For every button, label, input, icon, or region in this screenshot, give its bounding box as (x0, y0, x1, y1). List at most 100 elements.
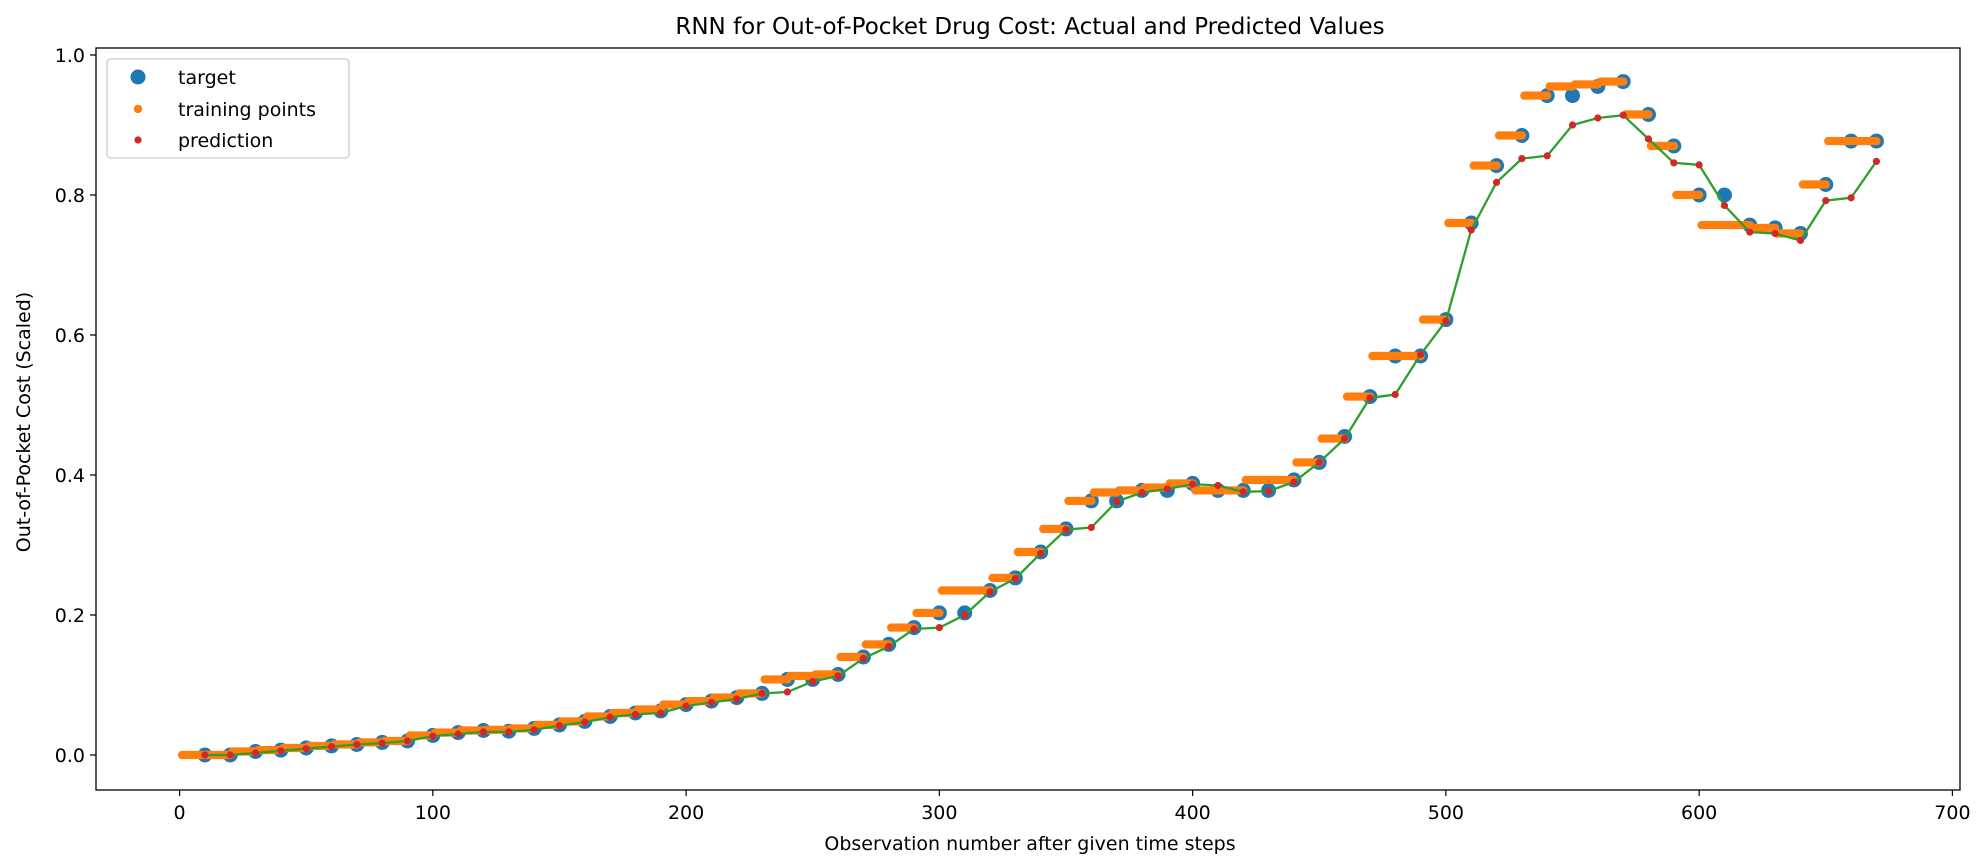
prediction-point (479, 728, 488, 736)
prediction-point (454, 730, 462, 738)
prediction-point (201, 751, 209, 759)
prediction-point (1315, 458, 1323, 466)
x-tick-label: 200 (668, 802, 704, 824)
x-tick-label: 100 (415, 802, 451, 824)
x-tick-label: 600 (1681, 802, 1717, 824)
training-point (935, 608, 944, 618)
prediction-point (1492, 178, 1501, 186)
prediction-point (302, 745, 310, 753)
y-axis-label: Out-of-Pocket Cost (Scaled) (13, 292, 35, 552)
prediction-point (1644, 135, 1653, 143)
prediction-point (859, 654, 867, 663)
prediction-point (1239, 488, 1247, 496)
prediction-point (631, 710, 640, 719)
y-tick-label: 0.4 (55, 465, 85, 487)
prediction-point (1214, 481, 1222, 490)
prediction-point (1771, 229, 1779, 238)
prediction-point (1037, 549, 1045, 558)
prediction-point (378, 739, 386, 747)
prediction-point (1011, 575, 1019, 583)
x-tick-label: 0 (174, 802, 186, 824)
prediction-point (1619, 111, 1627, 119)
axes-frame (95, 47, 1961, 791)
x-tick-label: 300 (921, 802, 957, 824)
prediction-point (1720, 201, 1729, 210)
prediction-point (1442, 317, 1450, 325)
prediction-point (910, 625, 918, 633)
legend-target-marker (130, 69, 146, 85)
training-point (1542, 91, 1552, 100)
training-point (1087, 496, 1096, 506)
prediction-point (530, 726, 538, 734)
prediction-point (277, 747, 285, 755)
prediction-point (1518, 155, 1526, 163)
prediction-point (1189, 480, 1197, 488)
legend-label: prediction (178, 130, 273, 152)
training-point (1618, 77, 1628, 86)
prediction-point (657, 709, 665, 717)
prediction-point (935, 624, 943, 632)
y-tick-label: 0.6 (55, 325, 85, 347)
prediction-point (758, 689, 766, 698)
prediction-point (1822, 197, 1830, 205)
training-point (1644, 110, 1653, 119)
prediction-point (885, 642, 893, 651)
prediction-point (986, 588, 994, 596)
x-axis-label: Observation number after given time step… (824, 833, 1235, 855)
legend-label: target (178, 67, 236, 89)
prediction-point (1340, 435, 1349, 443)
prediction-point (1416, 351, 1425, 359)
training-point (1517, 131, 1527, 140)
prediction-point (1872, 157, 1881, 165)
x-tick-label: 500 (1428, 802, 1464, 824)
prediction-point (1796, 236, 1805, 245)
prediction-point (707, 698, 716, 707)
prediction-point (505, 728, 513, 736)
prediction-point (1138, 488, 1146, 497)
prediction-point (1391, 390, 1399, 399)
plot-area (177, 74, 1884, 763)
training-point (1821, 180, 1830, 189)
x-tick-label: 400 (1174, 802, 1210, 824)
prediction-point (403, 737, 412, 745)
prediction-point (1543, 152, 1551, 160)
legend: target training points prediction (106, 58, 350, 159)
prediction-point (1264, 487, 1273, 495)
y-tick-label: 0.2 (55, 605, 85, 627)
prediction-point (1594, 114, 1602, 122)
prediction-point (1670, 159, 1678, 167)
prediction-point (682, 702, 690, 710)
axes: 0 100 200 300 400 500 600 700 0.0 0.2 0.4 0.6 0.8 1.0 (55, 45, 1971, 824)
prediction-point (1746, 228, 1754, 236)
prediction-point (1062, 526, 1070, 534)
prediction-point (733, 695, 741, 703)
legend-box (106, 58, 350, 159)
prediction-point (353, 740, 361, 749)
prediction-point (1366, 394, 1374, 402)
prediction-point (1568, 121, 1577, 129)
legend-prediction-marker (134, 136, 142, 144)
prediction-point (1290, 478, 1298, 486)
prediction-point (961, 611, 969, 619)
prediction-point (1113, 498, 1121, 506)
prediction-point (1847, 194, 1855, 202)
prediction-point (555, 722, 564, 730)
training-point (1694, 190, 1704, 200)
y-tick-label: 1.0 (55, 45, 85, 67)
training-point (1669, 141, 1679, 151)
prediction-point (1695, 161, 1703, 169)
y-tick-label: 0.8 (55, 185, 85, 207)
training-point (1872, 136, 1881, 146)
training-point (1492, 161, 1501, 170)
prediction-point (1467, 226, 1475, 234)
legend-label: training points (178, 99, 316, 121)
chart-title: RNN for Out-of-Pocket Drug Cost: Actual … (675, 14, 1384, 40)
prediction-point (1163, 485, 1171, 493)
prediction-point (809, 677, 817, 686)
legend-training-marker (133, 104, 143, 114)
prediction-point (606, 713, 614, 721)
prediction-point (783, 688, 792, 696)
prediction-point (1087, 523, 1095, 532)
x-tick-label: 700 (1934, 802, 1970, 824)
